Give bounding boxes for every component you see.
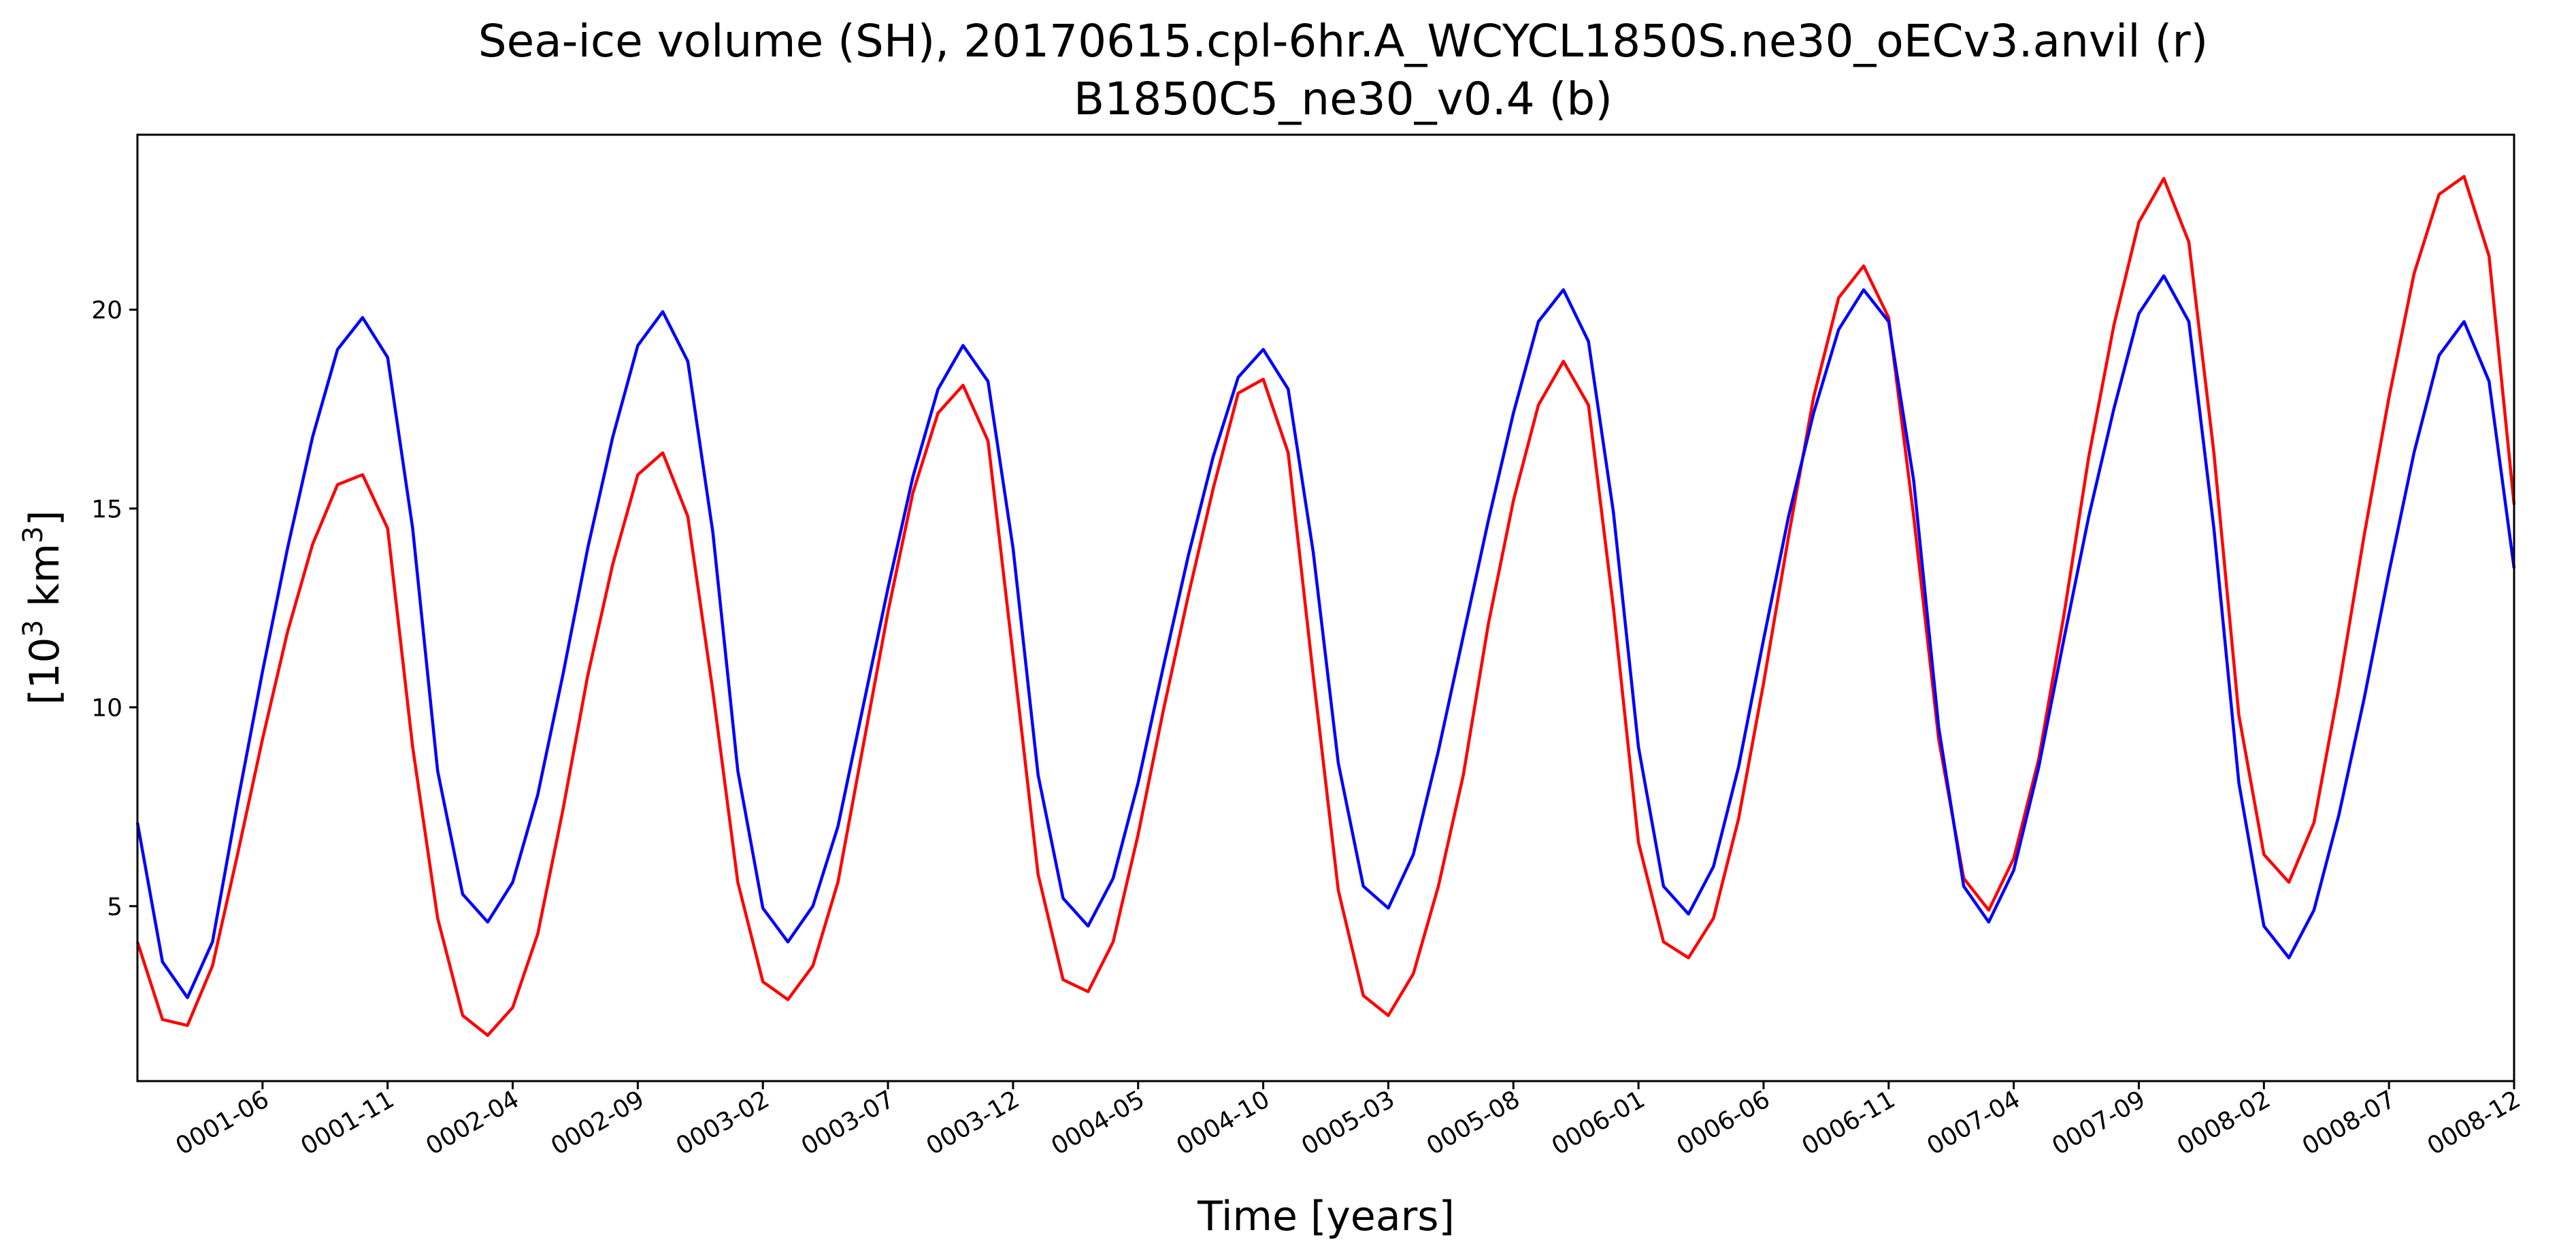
x-tick-label: 0006-11 [1798,1085,1900,1161]
series-line-2 [135,274,2516,999]
x-tick-label: 0006-06 [1672,1085,1775,1161]
x-tick-label: 0006-01 [1547,1085,1650,1161]
x-tick-label: 0003-12 [922,1085,1025,1161]
x-tick-label: 0008-02 [2173,1085,2275,1161]
x-tick-label: 0008-12 [2423,1085,2526,1161]
x-tick-label: 0008-07 [2298,1085,2400,1161]
x-axis-label: Time [years] [1197,1193,1455,1240]
x-tick-label: 0003-07 [797,1085,899,1161]
x-tick-label: 0007-04 [1922,1085,2025,1161]
y-axis-label-exp2: 3 [18,526,49,543]
x-axis-ticks: 0001-06 0001-11 0002-04 0002-09 0003-02 0003-… [171,1081,2526,1161]
series-layer [135,175,2516,1038]
y-tick-label: 5 [107,893,122,921]
chart-title-line2: B1850C5_ne30_v0.4 (b) [1074,73,1613,125]
chart-title-line1: Sea-ice volume (SH), 20170615.cpl-6hr.A_… [478,15,2209,67]
y-tick-label: 15 [91,495,122,523]
plot-frame [136,133,2515,1082]
y-axis-ticks: 5 10 15 20 [91,297,137,921]
x-tick-label: 0001-06 [171,1085,274,1161]
x-tick-label: 0004-05 [1046,1085,1149,1161]
x-tick-label: 0001-11 [296,1085,399,1161]
x-tick-label: 0002-09 [546,1085,649,1161]
y-axis-label-unit: km [21,544,69,620]
y-tick-label: 20 [91,297,122,325]
x-tick-label: 0003-02 [672,1085,774,1161]
y-axis-label-close: ] [21,510,69,526]
x-tick-label: 0005-08 [1422,1085,1525,1161]
y-axis-label-exp: 3 [18,620,49,637]
x-tick-label: 0007-09 [2047,1085,2150,1161]
y-tick-label: 10 [91,695,122,723]
x-tick-label: 0005-03 [1297,1085,1400,1161]
series-line-1 [135,175,2516,1038]
y-axis-label: [103 km3] [18,510,69,705]
x-tick-label: 0002-04 [421,1085,524,1161]
y-axis-label-base: [10 [21,637,69,705]
x-tick-label: 0004-10 [1172,1085,1274,1161]
